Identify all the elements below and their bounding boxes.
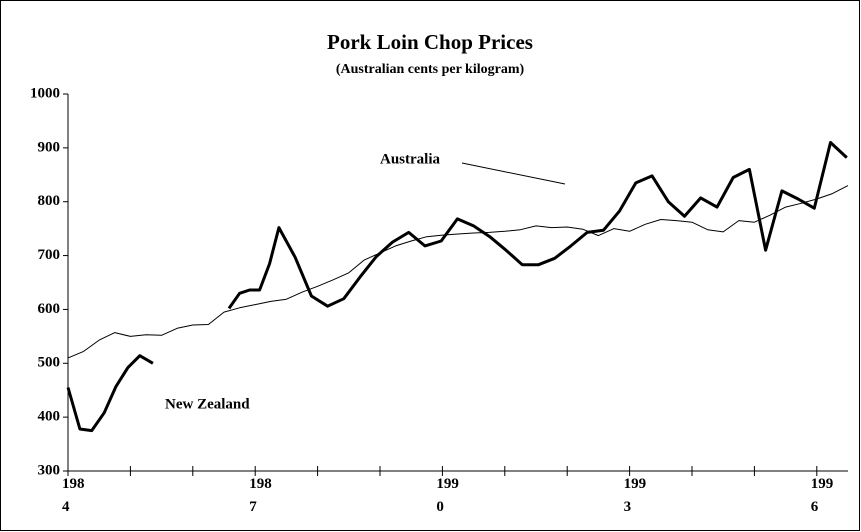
chart-title: Pork Loin Chop Prices xyxy=(327,30,533,54)
y-tick-label: 300 xyxy=(38,462,61,478)
y-tick-label: 900 xyxy=(38,139,61,155)
series-line xyxy=(67,185,849,359)
x-tick-label-box: 1984 xyxy=(62,476,85,515)
x-tick-label: 1984 xyxy=(62,476,85,515)
y-tick-label: 800 xyxy=(38,193,61,209)
annotation-pointer xyxy=(461,162,566,185)
series-line xyxy=(66,354,154,433)
series-annotation: New Zealand xyxy=(165,396,250,412)
x-tick-label: 1990 xyxy=(436,476,459,515)
chart-subtitle: (Australian cents per kilogram) xyxy=(336,62,525,77)
y-tick-label: 500 xyxy=(38,355,61,371)
series-annotation: Australia xyxy=(380,151,441,167)
x-tick-label-box: 1987 xyxy=(249,476,272,515)
x-tick-label-box: 1993 xyxy=(623,476,647,515)
x-tick-label: 1987 xyxy=(249,476,272,515)
x-tick-label: 1996 xyxy=(810,476,834,515)
y-tick-label: 600 xyxy=(38,301,61,317)
y-tick-label: 400 xyxy=(38,409,61,425)
x-tick-label-box: 1990 xyxy=(436,476,459,515)
x-tick-label: 1993 xyxy=(623,476,647,515)
x-tick-label-box: 1996 xyxy=(810,476,834,515)
series-line xyxy=(227,141,848,310)
y-tick-label: 700 xyxy=(38,247,61,263)
y-tick-label: 1000 xyxy=(30,85,60,101)
